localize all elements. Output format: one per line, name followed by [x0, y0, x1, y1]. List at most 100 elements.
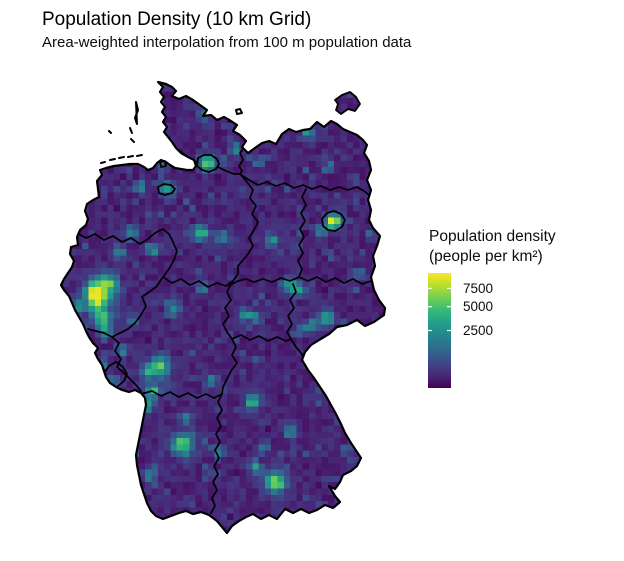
density-cell — [107, 179, 114, 187]
density-cell — [296, 324, 303, 332]
density-cell — [214, 261, 222, 269]
density-cell — [94, 318, 102, 325]
density-cell — [189, 242, 196, 250]
density-cell — [359, 362, 366, 370]
density-cell — [309, 142, 316, 149]
density-cell — [315, 305, 322, 313]
density-cell — [120, 532, 127, 533]
density-cell — [214, 110, 222, 118]
density-cell — [384, 104, 385, 111]
density-cell — [334, 305, 341, 313]
density-cell — [88, 381, 96, 388]
density-cell — [132, 186, 140, 193]
density-cell — [296, 337, 303, 344]
density-cell — [189, 387, 196, 395]
density-cell — [359, 349, 366, 357]
density-cell — [214, 148, 222, 155]
density-cell — [183, 85, 190, 92]
density-cell — [264, 129, 272, 136]
density-cell — [157, 532, 165, 533]
density-cell — [264, 482, 272, 489]
density-cell — [296, 412, 303, 420]
density-cell — [227, 142, 234, 149]
density-cell — [138, 450, 146, 458]
density-cell — [75, 368, 83, 376]
density-cell — [346, 312, 354, 319]
density-cell — [107, 186, 114, 193]
density-cell — [296, 97, 303, 105]
density-cell — [252, 425, 259, 433]
density-cell — [334, 343, 341, 351]
density-cell — [69, 343, 77, 351]
density-cell — [315, 261, 322, 269]
density-cell — [290, 318, 297, 325]
density-cell — [107, 412, 114, 420]
density-cell — [233, 142, 240, 149]
density-cell — [246, 142, 253, 149]
density-cell — [252, 154, 259, 162]
density-cell — [82, 406, 89, 414]
density-cell — [365, 268, 373, 275]
density-cell — [157, 192, 165, 199]
density-cell — [69, 91, 77, 99]
density-cell — [233, 457, 240, 464]
density-cell — [315, 148, 322, 155]
density-cell — [208, 349, 215, 357]
density-cell — [309, 286, 316, 294]
density-cell — [359, 438, 366, 445]
density-cell — [346, 148, 354, 155]
density-cell — [271, 324, 278, 332]
density-cell — [359, 501, 366, 508]
density-cell — [126, 362, 133, 370]
density-cell — [214, 343, 222, 351]
density-cell — [239, 507, 247, 514]
density-cell — [107, 142, 114, 149]
density-cell — [359, 167, 366, 174]
density-cell — [220, 236, 228, 244]
density-cell — [157, 198, 165, 206]
density-cell — [227, 167, 234, 174]
density-cell — [302, 375, 310, 382]
density-cell — [359, 91, 366, 99]
density-cell — [302, 116, 310, 124]
density-cell — [239, 261, 247, 269]
density-cell — [296, 444, 303, 451]
density-cell — [183, 242, 190, 250]
density-cell — [176, 343, 184, 351]
island-mark — [130, 138, 135, 143]
density-cell — [138, 280, 146, 288]
density-cell — [214, 394, 222, 401]
density-cell — [327, 406, 335, 414]
density-cell — [365, 494, 373, 502]
density-cell — [277, 85, 285, 92]
density-cell — [283, 217, 291, 225]
density-cell — [164, 104, 171, 111]
density-cell — [132, 507, 140, 514]
density-cell — [340, 331, 348, 338]
density-cell — [246, 160, 253, 168]
density-cell — [138, 148, 146, 155]
density-cell — [302, 286, 310, 294]
density-cell — [126, 469, 133, 477]
density-cell — [189, 82, 196, 86]
density-cell — [63, 223, 70, 231]
density-cell — [151, 129, 159, 136]
density-cell — [183, 425, 190, 433]
density-cell — [176, 425, 184, 433]
density-cell — [183, 110, 190, 118]
density-cell — [88, 400, 96, 407]
density-cell — [220, 337, 228, 344]
density-cell — [113, 148, 121, 155]
density-cell — [309, 242, 316, 250]
density-cell — [277, 205, 285, 212]
density-cell — [151, 154, 159, 162]
density-cell — [195, 425, 203, 433]
density-cell — [321, 173, 329, 181]
density-cell — [290, 513, 297, 521]
density-cell — [189, 312, 196, 319]
density-cell — [309, 431, 316, 439]
density-cell — [151, 186, 159, 193]
density-cell — [164, 142, 171, 149]
density-cell — [164, 343, 171, 351]
density-cell — [378, 513, 385, 521]
